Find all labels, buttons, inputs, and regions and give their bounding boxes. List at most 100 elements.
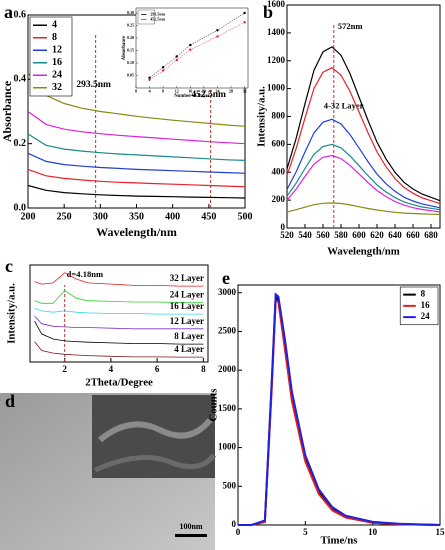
panel: 200 250 300 350 400 450 5000.00.20.40.6Wavelen… bbox=[0, 2, 253, 239]
x-tick-label: 28 bbox=[229, 89, 233, 94]
x-tick-label: 500 bbox=[238, 211, 253, 222]
sem-texture bbox=[93, 453, 217, 473]
x-tick-label: 6 bbox=[155, 364, 160, 374]
series-label: 8 Layer bbox=[174, 331, 204, 341]
x-tick-label: 4 bbox=[149, 89, 151, 94]
y-tick-label: 500 bbox=[223, 480, 237, 490]
y-tick-label: 600 bbox=[272, 138, 286, 148]
series-line bbox=[34, 289, 204, 304]
x-tick-label: 350 bbox=[129, 211, 144, 222]
panel-label: b bbox=[263, 2, 273, 22]
series-line bbox=[286, 118, 441, 209]
y-tick-label: 0.6 bbox=[14, 9, 27, 20]
x-tick-label: 10 bbox=[368, 527, 378, 537]
series-line bbox=[286, 154, 441, 213]
data-point bbox=[243, 21, 246, 24]
x-tick-label: 200 bbox=[21, 211, 36, 222]
y-tick-label: 200 bbox=[272, 194, 286, 204]
legend-label: 4 bbox=[52, 20, 57, 31]
series-line bbox=[27, 133, 246, 161]
x-tick-label: 250 bbox=[57, 211, 72, 222]
annotation: 293.5nm bbox=[76, 80, 111, 90]
legend-label: 8 bbox=[52, 32, 57, 43]
y-tick-label: 0.2 bbox=[14, 138, 27, 149]
panel: 2 4 6 8 2Theta/Degree Intensity/a.u. c d=4.18nm… bbox=[5, 256, 209, 388]
x-tick-label: 32 bbox=[243, 89, 247, 94]
y-tick-label: 800 bbox=[272, 111, 286, 121]
series-line bbox=[34, 315, 204, 330]
scale-bar bbox=[175, 534, 207, 537]
sem-texture bbox=[98, 418, 213, 443]
x-tick-label: 15 bbox=[436, 527, 445, 537]
data-point bbox=[243, 11, 246, 15]
x-tick-label: 12 bbox=[175, 89, 179, 94]
x-tick-label: 8 bbox=[201, 364, 206, 374]
data-point bbox=[175, 58, 178, 62]
series-label: 24 Layer bbox=[170, 290, 204, 300]
x-axis-label: Time/ns bbox=[321, 534, 358, 546]
series-line bbox=[286, 66, 441, 205]
data-point bbox=[161, 69, 165, 72]
legend-label: 32 bbox=[52, 82, 62, 93]
x-tick-label: 0 bbox=[236, 527, 241, 537]
x-tick-label: 400 bbox=[165, 211, 180, 222]
data-point bbox=[189, 43, 192, 47]
y-tick-label: 2500 bbox=[218, 326, 237, 336]
y-tick-label: 0.4 bbox=[14, 74, 27, 85]
panel-label: d bbox=[5, 391, 15, 411]
x-tick-label: 0 bbox=[135, 89, 137, 94]
series-line bbox=[34, 272, 204, 287]
legend-label: 24 bbox=[52, 70, 62, 81]
series-line bbox=[149, 12, 245, 78]
x-axis-label: Number of Layer bbox=[174, 94, 210, 99]
series-line bbox=[238, 293, 441, 526]
series-line bbox=[27, 111, 246, 145]
data-point bbox=[175, 55, 178, 58]
x-tick-label: 2 bbox=[62, 364, 67, 374]
x-tick-label: 300 bbox=[93, 211, 108, 222]
y-tick-label: 0.10 bbox=[127, 60, 134, 65]
series-label: 32 Layer bbox=[170, 273, 204, 283]
data-point bbox=[148, 76, 151, 79]
data-point bbox=[189, 48, 192, 51]
x-tick-label: 4 bbox=[109, 364, 114, 374]
series-line bbox=[27, 168, 246, 188]
y-tick-label: 1500 bbox=[218, 403, 237, 413]
x-tick-label: 620 bbox=[370, 230, 384, 240]
y-tick-label: 1200 bbox=[267, 55, 286, 65]
scale-bar-label: 100nm bbox=[179, 522, 202, 531]
series-label: 16 Layer bbox=[170, 301, 204, 311]
annotation: d=4.18nm bbox=[67, 269, 103, 279]
annotation: 572nm bbox=[338, 21, 363, 31]
legend-label: 8 bbox=[421, 289, 426, 299]
legend-label: 452.5nm bbox=[150, 16, 165, 21]
series-label: 4 Layer bbox=[174, 344, 204, 354]
sem-image: 100nm d bbox=[0, 391, 217, 550]
x-tick-label: 660 bbox=[406, 230, 420, 240]
y-tick-label: 2000 bbox=[218, 364, 237, 374]
data-point bbox=[161, 66, 165, 69]
annotation: 4-32 Layer bbox=[324, 100, 364, 110]
plot-frame bbox=[237, 284, 441, 526]
data-point bbox=[148, 78, 151, 81]
series-line bbox=[149, 22, 245, 81]
series-line bbox=[286, 143, 441, 211]
x-axis-label: Wavelength/nm bbox=[327, 245, 400, 257]
legend-label: 293.5nm bbox=[150, 11, 165, 16]
x-tick-label: 8 bbox=[162, 89, 164, 94]
y-tick-label: 0.05 bbox=[127, 72, 134, 77]
data-point bbox=[216, 29, 219, 32]
series-line bbox=[34, 341, 204, 358]
x-tick-label: 24 bbox=[215, 89, 219, 94]
series-line bbox=[27, 152, 246, 174]
x-axis-label: Wavelength/nm bbox=[96, 225, 177, 239]
annotation: 452.5nm bbox=[191, 90, 226, 100]
y-tick-label: 0.25 bbox=[127, 22, 134, 27]
x-tick-label: 16 bbox=[188, 89, 192, 94]
data-point bbox=[216, 35, 219, 38]
series-line bbox=[34, 321, 204, 345]
legend-box bbox=[29, 16, 73, 97]
x-tick-label: 560 bbox=[316, 230, 330, 240]
legend-label: 12 bbox=[52, 45, 62, 56]
y-axis-label: Absorbance bbox=[0, 80, 14, 142]
